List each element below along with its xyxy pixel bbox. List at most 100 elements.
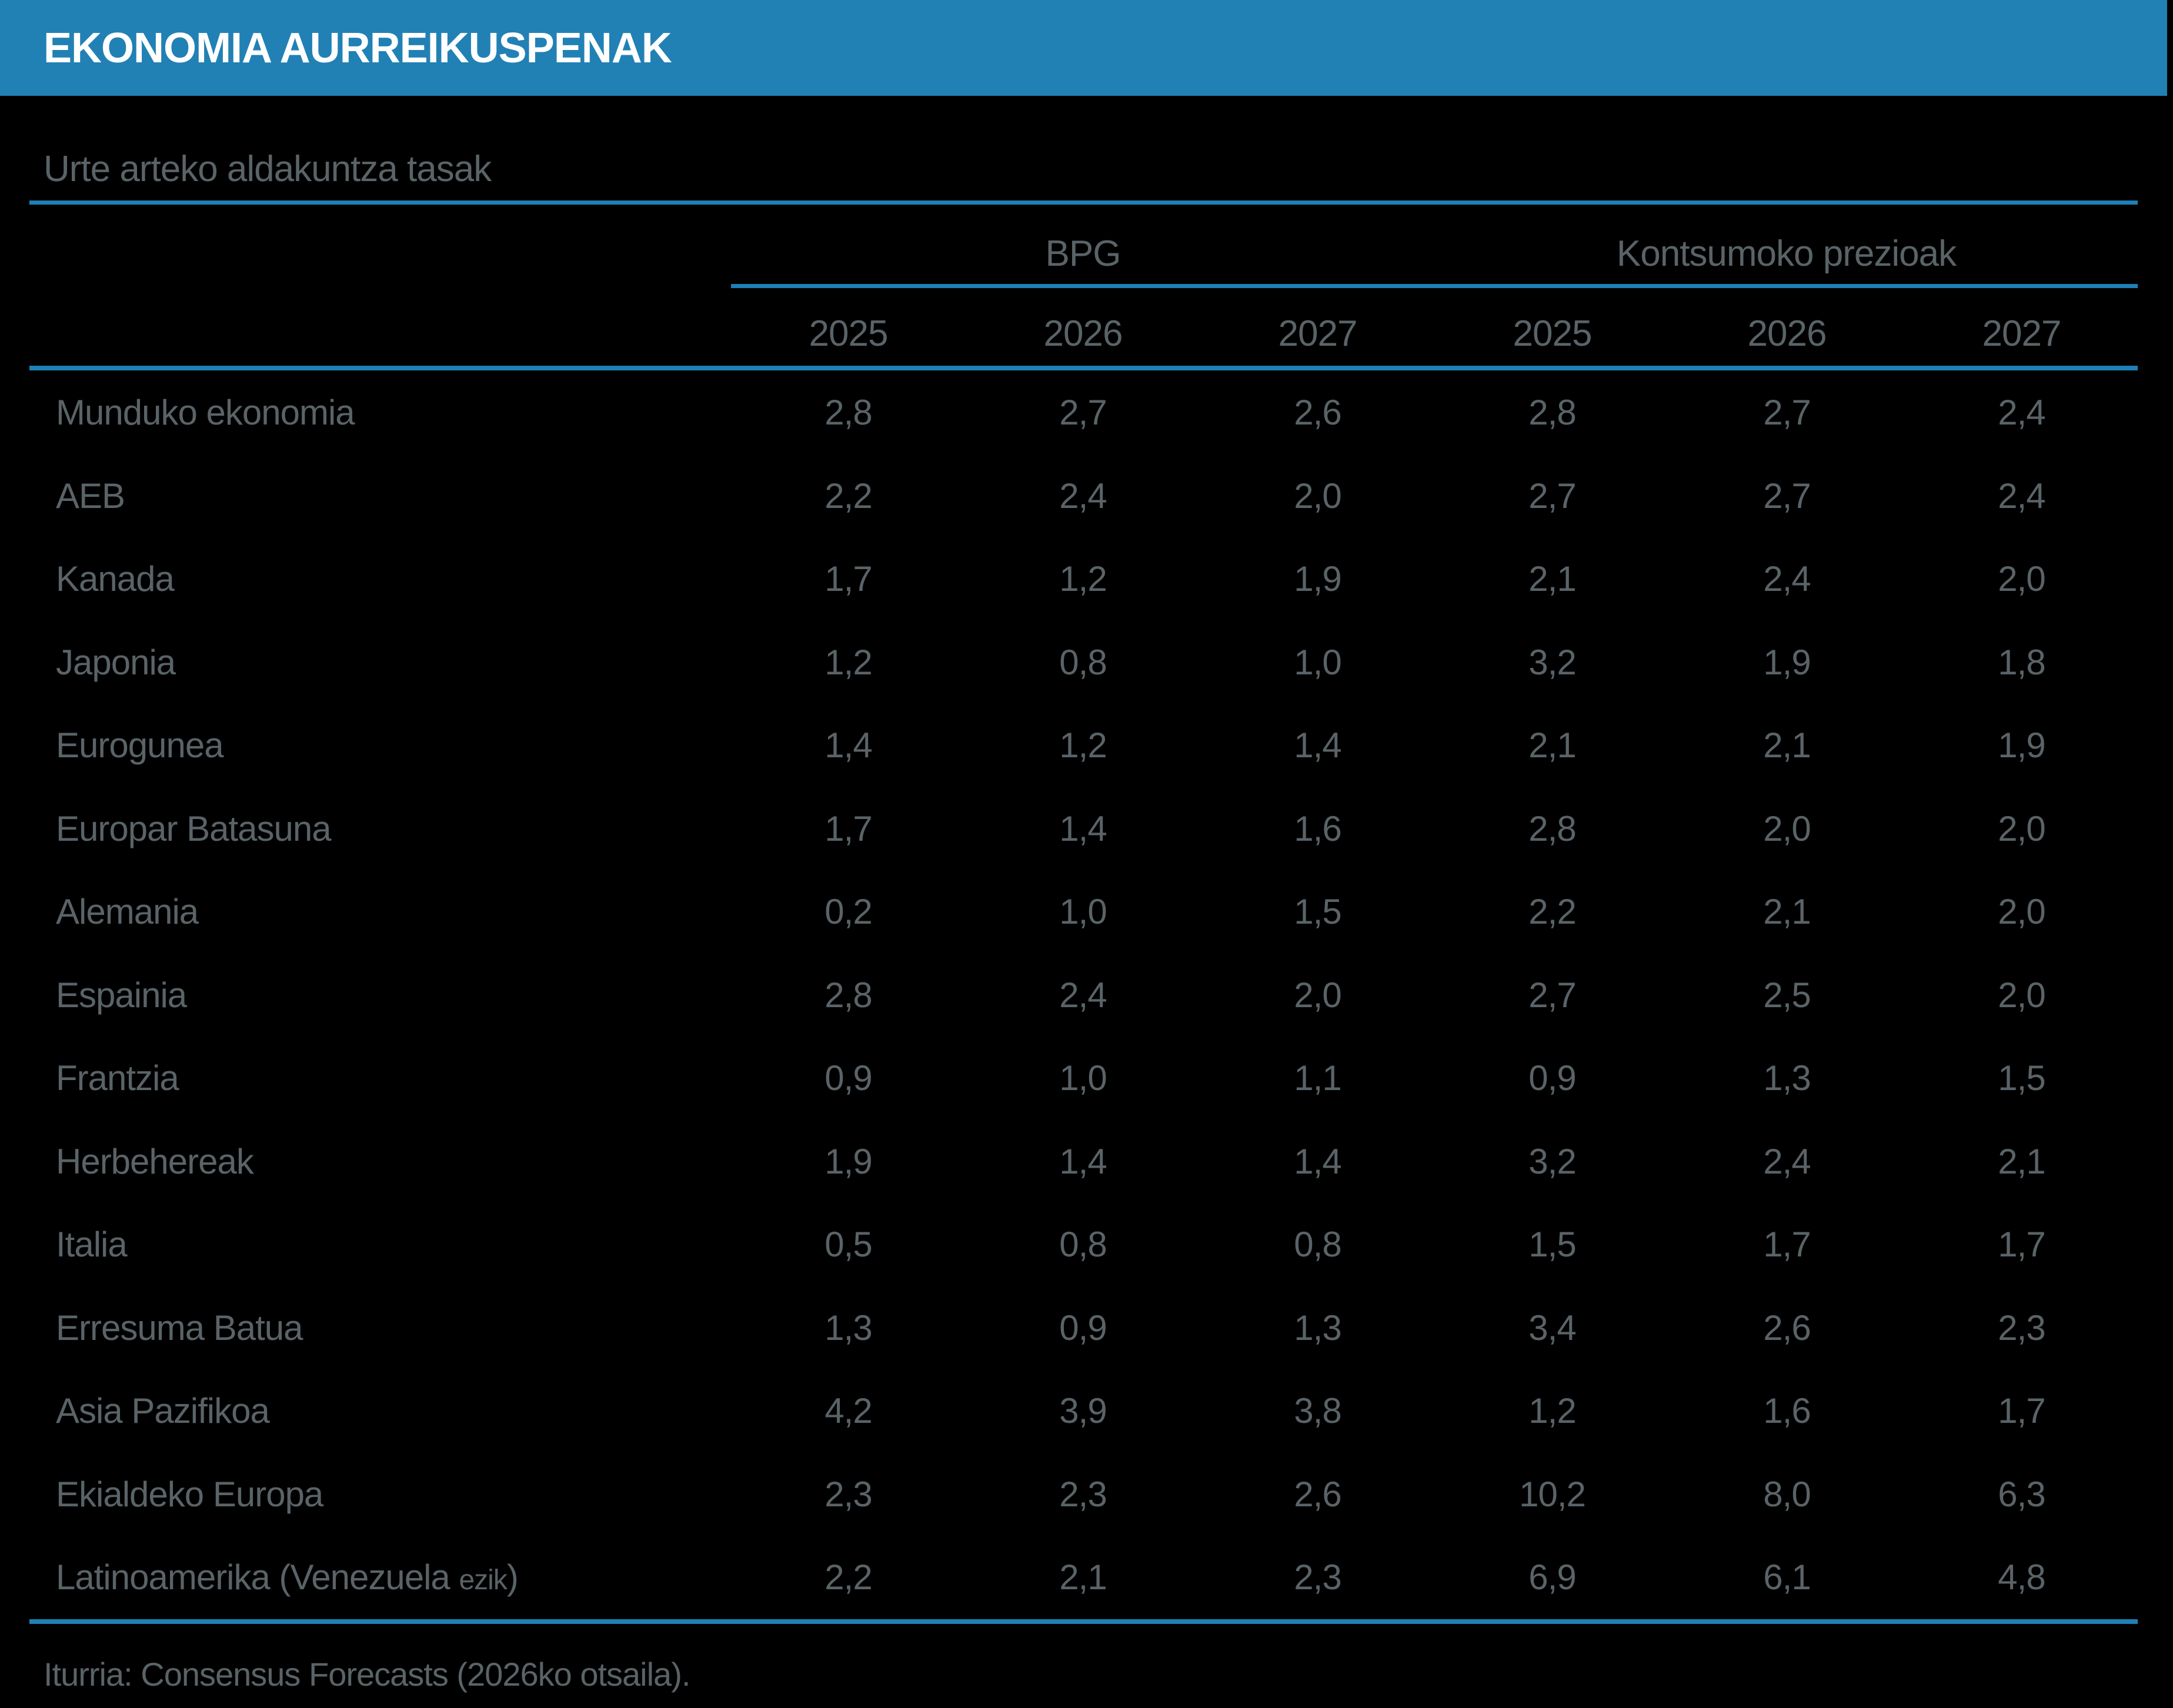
table-row: Asia Pazifikoa 4,2 3,9 3,8 1,2 1,6 1,7 — [0, 1369, 2173, 1453]
value-cell-bpg-2026: 1,2 — [1059, 726, 1107, 765]
value-cell-kp-2026: 2,7 — [1763, 476, 1811, 516]
value-cell-kp-2027: 6,3 — [1998, 1474, 2045, 1514]
value-cell-bpg-2026: 0,8 — [1059, 642, 1107, 682]
table-row: Espainia 2,8 2,4 2,0 2,7 2,5 2,0 — [0, 954, 2173, 1037]
year-header-row: 2025 2026 2027 2025 2026 2027 — [731, 310, 2139, 357]
table-row: Latinoamerika (Venezuela ezik) 2,2 2,1 2… — [0, 1536, 2173, 1619]
row-label: Erresuma Batua — [56, 1308, 303, 1348]
row-label: Eurogunea — [56, 726, 224, 765]
table-row: Eurogunea 1,4 1,2 1,4 2,1 2,1 1,9 — [0, 704, 2173, 787]
value-cell-bpg-2027: 2,6 — [1294, 1474, 1341, 1514]
value-cell-kp-2027: 2,4 — [1998, 476, 2045, 516]
value-cell-bpg-2025: 2,8 — [825, 975, 872, 1015]
value-cell-kp-2027: 2,0 — [1998, 808, 2045, 848]
divider-under-column-groups — [731, 284, 2138, 288]
figure-title: EKONOMIA AURREIKUSPENAK — [44, 24, 672, 72]
year-header-bpg-2027: 2027 — [1278, 313, 1358, 354]
row-label: Espainia — [56, 975, 187, 1015]
column-group-bpg: BPG — [1045, 233, 1121, 274]
table-row: Italia 0,5 0,8 0,8 1,5 1,7 1,7 — [0, 1203, 2173, 1286]
value-cell-kp-2027: 4,8 — [1998, 1557, 2045, 1597]
value-cell-kp-2026: 1,9 — [1763, 642, 1811, 682]
value-cell-bpg-2027: 1,3 — [1294, 1308, 1341, 1348]
table-row: Alemania 0,2 1,0 1,5 2,2 2,1 2,0 — [0, 870, 2173, 954]
value-cell-kp-2025: 2,1 — [1528, 559, 1576, 599]
value-cell-bpg-2027: 0,8 — [1294, 1225, 1341, 1264]
row-label: Europar Batasuna — [56, 808, 332, 848]
value-cell-bpg-2025: 2,2 — [825, 1557, 872, 1597]
value-cell-bpg-2025: 2,3 — [825, 1474, 872, 1514]
value-cell-bpg-2027: 1,4 — [1294, 1141, 1341, 1181]
row-label: Alemania — [56, 892, 199, 931]
value-cell-bpg-2027: 1,9 — [1294, 559, 1341, 599]
table-row: Herbehereak 1,9 1,4 1,4 3,2 2,4 2,1 — [0, 1120, 2173, 1204]
table-row: Munduko ekonomia 2,8 2,7 2,6 2,8 2,7 2,4 — [0, 371, 2173, 454]
row-label: Italia — [56, 1225, 128, 1264]
value-cell-bpg-2025: 1,9 — [825, 1141, 872, 1181]
row-label: Herbehereak — [56, 1141, 254, 1181]
value-cell-kp-2027: 1,7 — [1998, 1391, 2045, 1430]
value-cell-bpg-2027: 2,6 — [1294, 393, 1341, 432]
value-cell-bpg-2027: 2,0 — [1294, 975, 1341, 1015]
value-cell-bpg-2026: 2,4 — [1059, 975, 1107, 1015]
value-cell-bpg-2026: 0,8 — [1059, 1225, 1107, 1264]
row-label-part: ) — [506, 1557, 519, 1597]
value-cell-kp-2025: 2,8 — [1528, 808, 1576, 848]
value-cell-kp-2025: 1,2 — [1528, 1391, 1576, 1430]
table-row: Erresuma Batua 1,3 0,9 1,3 3,4 2,6 2,3 — [0, 1286, 2173, 1370]
value-cell-bpg-2026: 2,3 — [1059, 1474, 1107, 1514]
value-cell-kp-2027: 2,0 — [1998, 892, 2045, 931]
table-row: AEB 2,2 2,4 2,0 2,7 2,7 2,4 — [0, 454, 2173, 538]
value-cell-kp-2025: 6,9 — [1528, 1557, 1576, 1597]
value-cell-kp-2025: 2,1 — [1528, 726, 1576, 765]
row-label: Kanada — [56, 559, 175, 599]
row-label-part: ezik — [459, 1565, 507, 1596]
value-cell-bpg-2025: 0,5 — [825, 1225, 872, 1264]
value-cell-bpg-2025: 2,2 — [825, 476, 872, 516]
value-cell-kp-2026: 2,6 — [1763, 1308, 1811, 1348]
value-cell-bpg-2026: 3,9 — [1059, 1391, 1107, 1430]
value-cell-kp-2025: 3,2 — [1528, 642, 1576, 682]
value-cell-kp-2026: 1,3 — [1763, 1058, 1811, 1098]
value-cell-kp-2026: 2,5 — [1763, 975, 1811, 1015]
value-cell-bpg-2027: 1,6 — [1294, 808, 1341, 848]
value-cell-kp-2027: 1,9 — [1998, 726, 2045, 765]
value-cell-kp-2026: 2,4 — [1763, 1141, 1811, 1181]
value-cell-bpg-2026: 2,1 — [1059, 1557, 1107, 1597]
value-cell-kp-2026: 2,7 — [1763, 393, 1811, 432]
year-header-bpg-2025: 2025 — [809, 313, 889, 354]
value-cell-kp-2026: 8,0 — [1763, 1474, 1811, 1514]
value-cell-kp-2025: 10,2 — [1519, 1474, 1586, 1514]
value-cell-bpg-2027: 1,1 — [1294, 1058, 1341, 1098]
row-label: Latinoamerika (Venezuela ezik) — [56, 1536, 519, 1622]
title-bar: EKONOMIA AURREIKUSPENAK — [0, 0, 2167, 96]
value-cell-kp-2025: 2,2 — [1528, 892, 1576, 931]
value-cell-bpg-2025: 1,3 — [825, 1308, 872, 1348]
row-label: Asia Pazifikoa — [56, 1391, 270, 1430]
value-cell-kp-2027: 1,8 — [1998, 642, 2045, 682]
value-cell-bpg-2026: 1,0 — [1059, 1058, 1107, 1098]
table-subtitle: Urte arteko aldakuntza tasak — [44, 149, 492, 189]
value-cell-bpg-2025: 1,7 — [825, 808, 872, 848]
row-label: AEB — [56, 476, 125, 516]
value-cell-bpg-2026: 2,4 — [1059, 476, 1107, 516]
value-cell-kp-2027: 1,7 — [1998, 1225, 2045, 1264]
table-body: Munduko ekonomia 2,8 2,7 2,6 2,8 2,7 2,4… — [0, 371, 2173, 1619]
row-label: Frantzia — [56, 1058, 179, 1098]
value-cell-kp-2026: 2,1 — [1763, 726, 1811, 765]
value-cell-kp-2026: 2,4 — [1763, 559, 1811, 599]
table-bottom-border — [29, 1619, 2138, 1624]
row-label-part: Latinoamerika (Venezuela — [56, 1557, 459, 1597]
table-row: Ekialdeko Europa 2,3 2,3 2,6 10,2 8,0 6,… — [0, 1453, 2173, 1536]
value-cell-kp-2025: 3,4 — [1528, 1308, 1576, 1348]
value-cell-kp-2027: 1,5 — [1998, 1058, 2045, 1098]
year-header-kp-2025: 2025 — [1513, 313, 1593, 354]
year-header-bpg-2026: 2026 — [1043, 313, 1123, 354]
value-cell-kp-2026: 2,0 — [1763, 808, 1811, 848]
value-cell-kp-2026: 2,1 — [1763, 892, 1811, 931]
value-cell-bpg-2026: 1,0 — [1059, 892, 1107, 931]
value-cell-bpg-2027: 1,5 — [1294, 892, 1341, 931]
value-cell-kp-2025: 2,7 — [1528, 975, 1576, 1015]
source-note: Iturria: Consensus Forecasts (2026ko ots… — [44, 1656, 690, 1693]
